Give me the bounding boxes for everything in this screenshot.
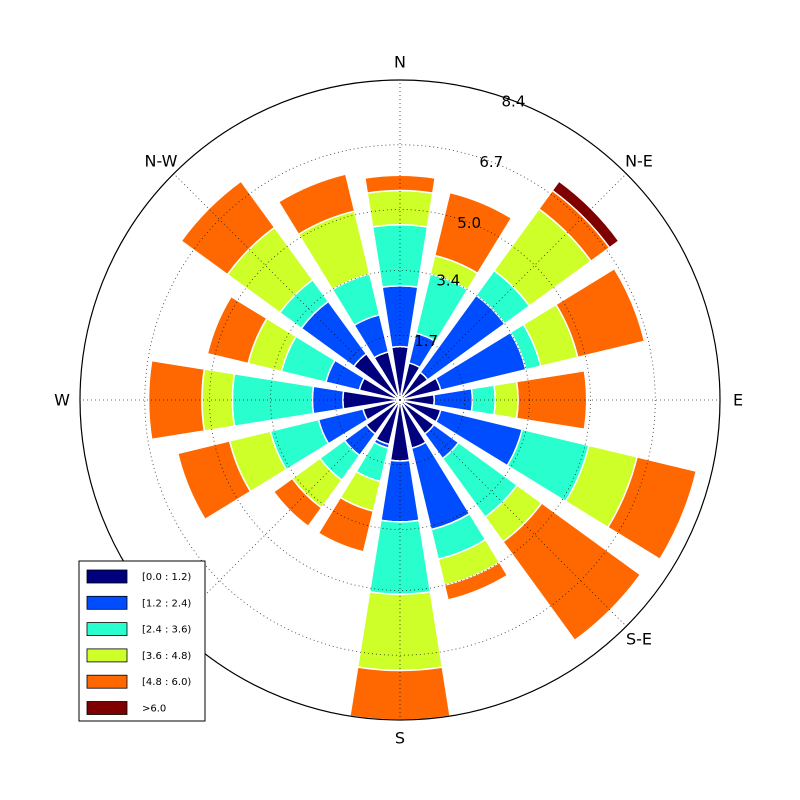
bar-e-bin-1 [433,387,474,413]
legend: [0.0 : 1.2) [1.2 : 2.4) [2.4 : 3.6) [3.6 : … [78,560,206,722]
legend-swatch-5 [86,701,128,715]
grid-spoke-1 [399,173,627,401]
legend-swatch-4 [86,674,128,689]
bar-e-bin-2 [470,384,496,416]
bar-w-bin-3 [201,368,236,432]
radial-tick-label: 1.7 [414,332,438,350]
direction-label-n: N [394,53,406,72]
radial-tick-label: 3.4 [436,271,460,289]
direction-label-s: S [395,729,405,748]
radial-tick-labels: 1.7 3.4 5.0 6.7 8.4 [414,92,525,350]
direction-label-s-e: S-E [626,630,652,649]
bar-ene-bin-4 [554,267,646,359]
outer-ring [79,79,721,721]
legend-label-3: [3.6 : 4.8) [142,651,191,662]
direction-labels: NN-EES-ESS-WWN-W [54,53,743,748]
bar-nne-bin-4 [433,191,513,275]
grid-spoke-7 [173,173,401,401]
grid-ring-2 [209,209,591,591]
bar-s-bin-2 [368,519,432,596]
radial-tick-label: 5.0 [457,214,481,232]
bar-e-bin-3 [493,380,519,420]
legend-box [78,560,206,722]
bar-s-bin-3 [356,591,444,672]
direction-label-n-e: N-E [625,151,653,170]
grid-ring-1 [270,270,530,530]
bar-n-bin-1 [381,285,419,349]
bar-w-bin-2 [231,372,315,428]
legend-swatch-0 [86,569,128,584]
grid-ring-3 [144,144,656,656]
bar-s-e-bin-4 [501,501,642,642]
legend-label-1: [1.2 : 2.4) [142,598,191,609]
radial-tick-label: 8.4 [502,92,526,110]
legend-swatch-1 [86,595,128,610]
bar-sse-bin-4 [443,561,509,601]
grid-spoke-5 [173,399,401,627]
bar-ssw-bin-4 [317,496,375,553]
bar-w-bin-4 [147,359,206,441]
radial-grid [79,79,721,721]
direction-label-e: E [733,391,743,410]
legend-label-2: [2.4 : 3.6) [142,625,191,636]
bar-n-bin-4 [363,174,437,194]
direction-label-n-w: N-W [145,151,178,170]
bar-ese-bin-4 [606,456,698,561]
bar-nnw-bin-4 [277,173,356,236]
legend-label-5: >6.0 [142,704,166,715]
grid-spoke-3 [399,399,627,627]
legend-swatch-3 [86,648,128,663]
bar-e-bin-4 [515,369,588,431]
direction-label-w: W [54,391,70,410]
bar-wnw-bin-4 [206,295,268,365]
legend-label-4: [4.8 : 6.0) [142,677,191,688]
bar-n-w-bin-4 [180,180,276,276]
legend-swatch-2 [86,622,128,636]
legend-label-0: [0.0 : 1.2) [142,572,191,583]
bar-wsw-bin-4 [176,440,252,521]
radial-tick-label: 6.7 [479,153,503,171]
bar-n-e-bin-5 [551,180,620,249]
